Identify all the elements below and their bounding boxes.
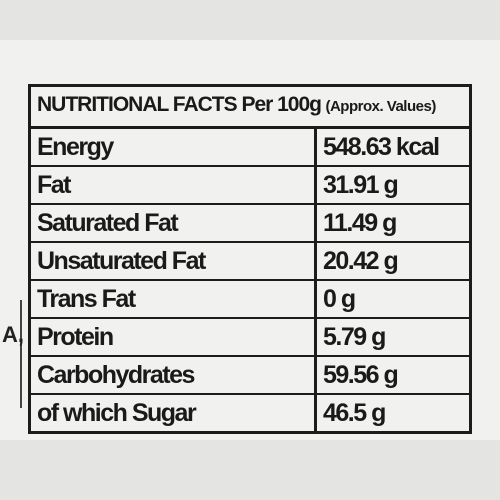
nutrient-name: Fat	[31, 166, 316, 205]
nutrient-row: of which Sugar 46.5 g	[31, 394, 469, 431]
nutrient-value: 20.42 g	[314, 242, 469, 281]
nutrient-value: 59.56 g	[314, 356, 469, 395]
nutrition-table: Energy 548.63 kcal Fat 31.91 g Saturated Fat…	[31, 129, 469, 431]
package-edge	[8, 300, 22, 408]
nutrient-name: Carbohydrates	[31, 356, 316, 395]
nutrient-value: 46.5 g	[314, 394, 469, 431]
nutrient-name: Energy	[31, 129, 316, 167]
header-note: (Approx. Values)	[325, 98, 436, 115]
nutrition-label: NUTRITIONAL FACTS Per 100g (Approx. Valu…	[28, 84, 472, 434]
nutrient-value: 0 g	[314, 280, 469, 319]
nutrient-name: Unsaturated Fat	[31, 242, 316, 281]
nutrient-name: Saturated Fat	[31, 204, 316, 243]
nutrient-value: 5.79 g	[314, 318, 469, 357]
side-text: A,	[2, 322, 24, 347]
nutrient-row: Saturated Fat 11.49 g	[31, 204, 469, 243]
nutrient-value: 11.49 g	[314, 204, 469, 243]
nutrient-name: Trans Fat	[31, 280, 316, 319]
label-header: NUTRITIONAL FACTS Per 100g (Approx. Valu…	[31, 87, 469, 129]
header-title: NUTRITIONAL FACTS Per 100g	[37, 93, 322, 116]
nutrient-row: Protein 5.79 g	[31, 318, 469, 357]
nutrient-name: Protein	[31, 318, 316, 357]
nutrient-name: of which Sugar	[37, 398, 197, 427]
nutrient-value: 548.63 kcal	[314, 129, 469, 167]
nutrient-row: Trans Fat 0 g	[31, 280, 469, 319]
nutrient-row: Fat 31.91 g	[31, 166, 469, 205]
nutrient-row: Unsaturated Fat 20.42 g	[31, 242, 469, 281]
nutrient-row: Carbohydrates 59.56 g	[31, 356, 469, 395]
nutrient-row: Energy 548.63 kcal	[31, 129, 469, 167]
nutrient-value: 31.91 g	[314, 166, 469, 205]
